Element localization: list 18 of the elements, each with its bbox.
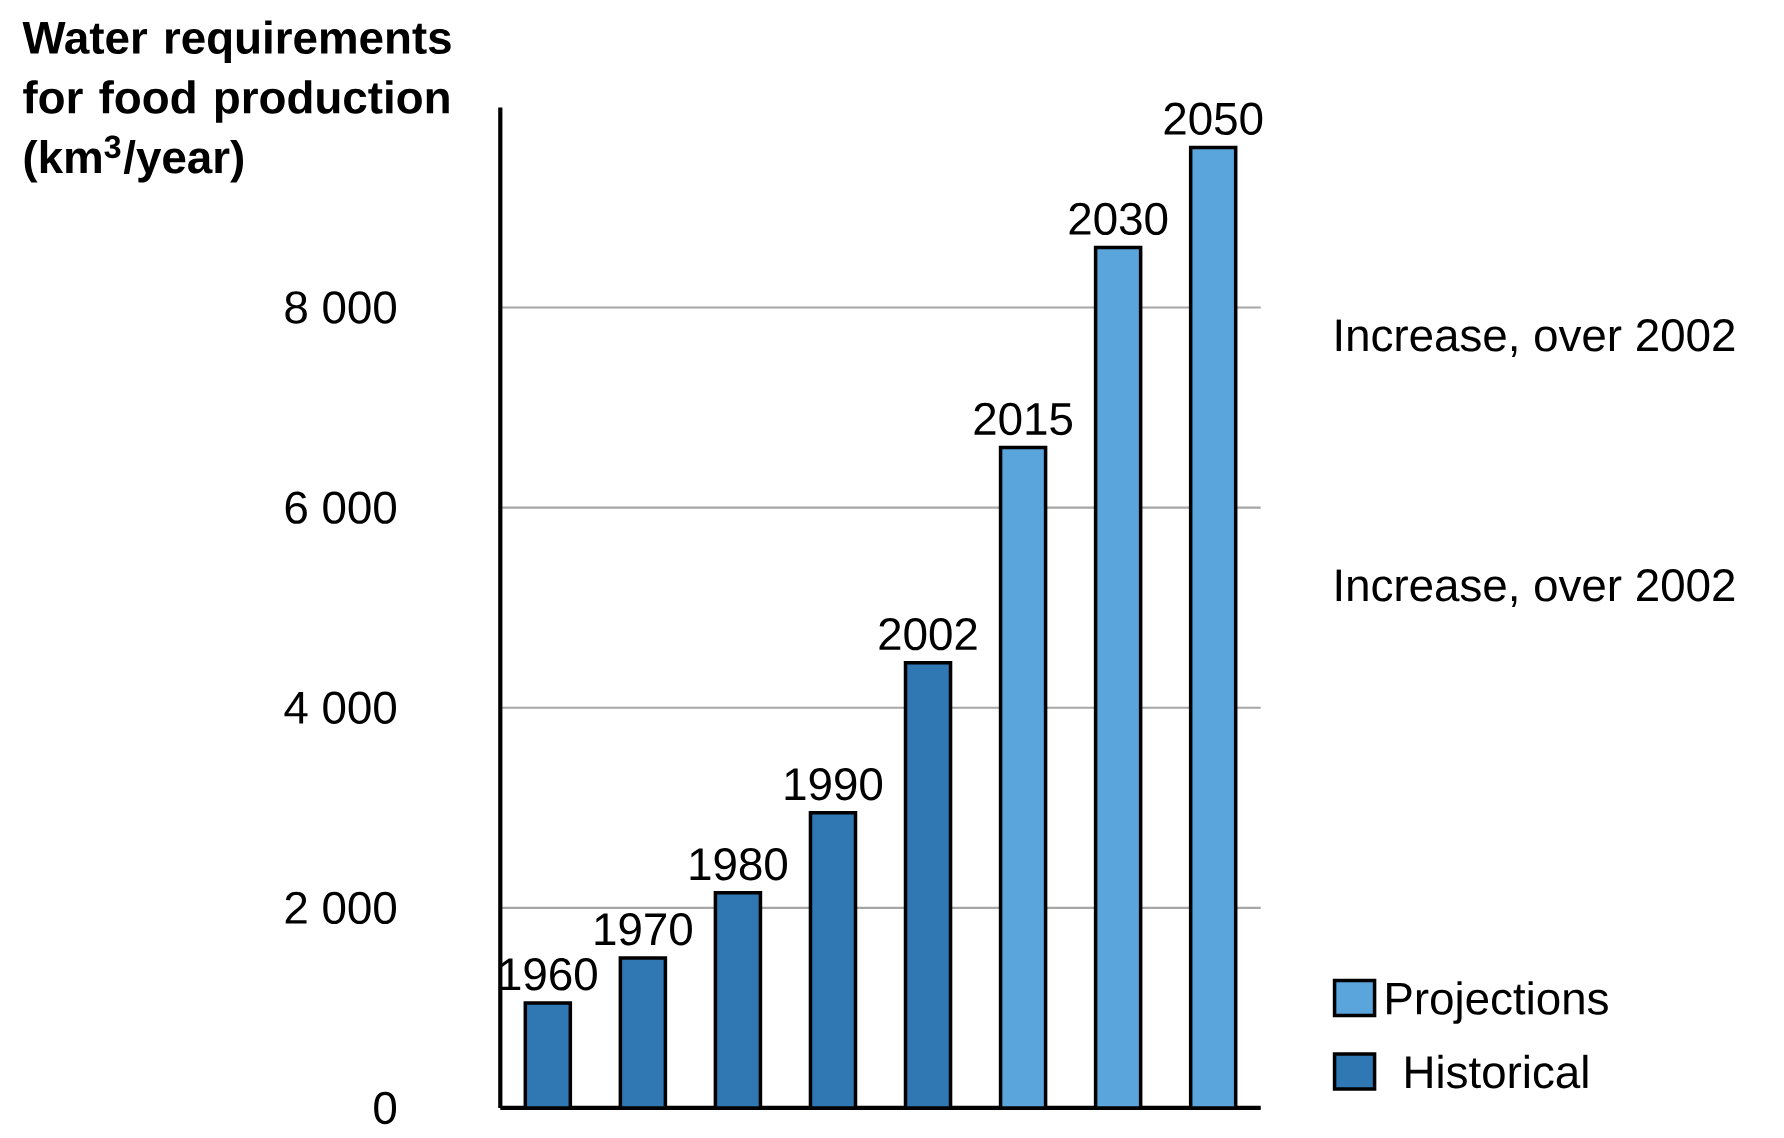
y-axis-title: Water requirements for food production (km$^{3}$/year) (22, 20, 451, 183)
y-tick-label: 4 000 (284, 691, 396, 724)
y-tick-label: 6 000 (285, 491, 396, 524)
x-tick-label: 2030 (1069, 202, 1168, 236)
text: Increase, over 2002 (1336, 569, 1735, 607)
y-tick-label: 8 000 (285, 291, 396, 324)
legend-label: Historical (1406, 1054, 1588, 1089)
text: Increase, over 2002 (1336, 319, 1735, 357)
x-tick-label: 1980 (690, 848, 787, 881)
x-tick-label: 2015 (974, 402, 1072, 436)
x-tick-label: 2050 (1164, 102, 1263, 135)
x-tick-label: 1970 (595, 913, 692, 946)
y-tick-label: 2 000 (285, 891, 396, 925)
x-tick-label: 2002 (879, 617, 977, 651)
x-tick-label: 1990 (785, 768, 883, 801)
y-tick-label: 0 (374, 1091, 397, 1125)
x-tick-label: 1960 (500, 958, 597, 991)
legend-label: Projections (1387, 981, 1608, 1024)
